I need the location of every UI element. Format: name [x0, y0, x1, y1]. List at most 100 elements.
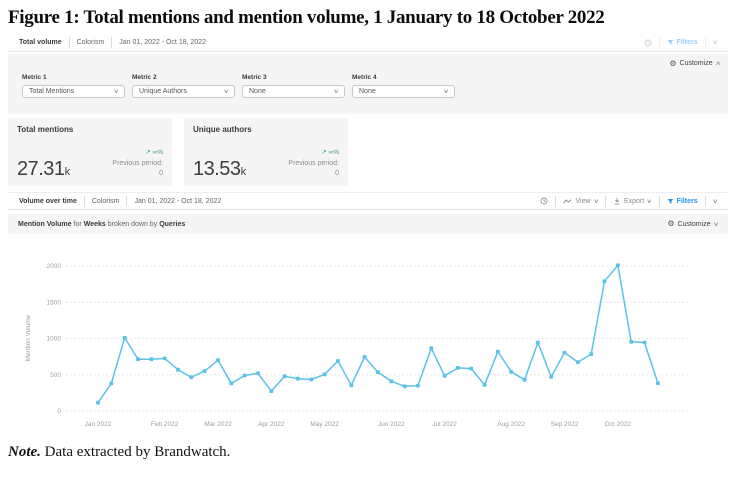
data-point-marker[interactable]: [442, 373, 447, 378]
widget1-filters-label: Filters: [676, 39, 698, 46]
chevron-down-icon: ∨: [442, 89, 449, 95]
data-point-marker[interactable]: [136, 357, 140, 362]
gear-icon: ⚙: [667, 219, 675, 228]
divider: [126, 195, 128, 207]
data-point-marker[interactable]: [562, 350, 567, 355]
history-clock-icon[interactable]: [533, 197, 555, 205]
metric-cards-row: Total mentions 27.31k ↗ ∞% Previous peri…: [8, 118, 728, 186]
data-point-marker[interactable]: [336, 359, 340, 363]
data-point-marker[interactable]: [656, 381, 660, 385]
widget1-filters-button[interactable]: Filters: [660, 39, 705, 46]
data-point-marker[interactable]: [296, 376, 300, 381]
divider: [604, 195, 606, 207]
widget2-query-tab[interactable]: Colorism: [91, 197, 120, 205]
widget1-chevron-down-icon[interactable]: ∨: [711, 40, 718, 46]
chart-subtitle: Mention Volume for Weeks broken down by …: [18, 220, 186, 228]
data-point-marker[interactable]: [189, 375, 194, 380]
metric-1-select[interactable]: Total Mentions ∨: [22, 85, 125, 98]
x-tick-label: Aug 2022: [497, 421, 525, 428]
widget2-filters-button[interactable]: Filters: [660, 198, 705, 205]
metric-2-group: Metric 2 Unique Authors ∨: [132, 72, 235, 98]
chevron-up-icon: ∧: [714, 61, 721, 67]
data-point-marker[interactable]: [536, 340, 540, 345]
widget1-query-tab[interactable]: Colorism: [76, 39, 105, 46]
line-chart-icon: [563, 198, 573, 205]
metric-3-select[interactable]: None ∨: [242, 85, 345, 98]
x-tick-label: Mar 2022: [204, 421, 232, 428]
data-point-marker[interactable]: [202, 369, 207, 373]
unique-authors-value: 13.53k: [193, 158, 246, 180]
metric-1-group: Metric 1 Total Mentions ∨: [22, 72, 125, 98]
data-point-marker[interactable]: [429, 346, 434, 351]
metric-3-label: Metric 3: [242, 74, 267, 81]
card-title: Unique authors: [193, 125, 252, 134]
data-point-marker[interactable]: [322, 372, 327, 377]
data-point-marker[interactable]: [176, 367, 180, 372]
data-point-marker[interactable]: [282, 374, 287, 379]
data-point-marker[interactable]: [576, 360, 580, 364]
data-point-marker[interactable]: [482, 383, 487, 387]
data-point-marker[interactable]: [416, 383, 420, 388]
customize-toggle[interactable]: ⚙ Customize ∧: [669, 59, 721, 68]
filter-funnel-icon: [667, 198, 674, 205]
chevron-down-icon: ∨: [332, 89, 339, 95]
export-button[interactable]: Export ∨: [606, 197, 659, 205]
divider: [83, 195, 85, 207]
data-point-marker[interactable]: [96, 400, 100, 405]
x-tick-label: Jun 2022: [378, 421, 405, 428]
unique-authors-card: Unique authors 13.53k ↗ ∞% Previous peri…: [184, 118, 348, 186]
metric-4-label: Metric 4: [352, 74, 377, 81]
divider: [68, 37, 70, 48]
data-point-marker[interactable]: [216, 358, 220, 363]
widget2-date-range[interactable]: Jan 01, 2022 - Oct 18, 2022: [134, 197, 222, 205]
chevron-down-icon: ∨: [592, 198, 599, 205]
data-point-marker[interactable]: [456, 366, 460, 370]
metric-2-label: Metric 2: [132, 74, 157, 81]
divider: [658, 195, 660, 207]
chart-customize-toggle[interactable]: ⚙ Customize ∨: [667, 219, 719, 228]
data-point-marker[interactable]: [602, 279, 607, 284]
data-point-marker[interactable]: [309, 377, 314, 382]
data-point-marker[interactable]: [496, 349, 500, 354]
data-point-marker[interactable]: [362, 355, 367, 359]
widget2-filters-label: Filters: [676, 197, 698, 205]
metric-2-select[interactable]: Unique Authors ∨: [132, 85, 235, 98]
data-point-marker[interactable]: [522, 377, 527, 382]
total-volume-widget-header: Total volume Colorism Jan 01, 2022 - Oct…: [8, 34, 728, 52]
metric-4-select[interactable]: None ∨: [352, 85, 455, 98]
figure-note: Note. Data extracted by Brandwatch.: [8, 444, 728, 461]
previous-period: Previous period: 0: [288, 160, 339, 178]
metric-4-group: Metric 4 None ∨: [352, 72, 455, 98]
data-point-marker[interactable]: [122, 335, 127, 340]
data-point-marker[interactable]: [162, 356, 167, 361]
data-point-marker[interactable]: [402, 384, 407, 389]
data-point-marker[interactable]: [256, 371, 260, 376]
data-point-marker[interactable]: [642, 340, 647, 345]
view-button[interactable]: View ∨: [556, 198, 604, 205]
data-point-marker[interactable]: [109, 381, 114, 386]
data-point-marker[interactable]: [149, 357, 154, 362]
data-point-marker[interactable]: [469, 366, 474, 371]
widget1-date-range[interactable]: Jan 01, 2022 - Oct 18, 2022: [119, 39, 207, 46]
card-title: Total mentions: [17, 125, 74, 134]
widget2-chevron-down-icon[interactable]: ∨: [711, 198, 718, 205]
data-point-marker[interactable]: [629, 339, 634, 344]
data-point-marker[interactable]: [549, 375, 554, 379]
data-point-marker[interactable]: [269, 389, 274, 393]
data-point-marker[interactable]: [349, 383, 354, 388]
x-tick-label: Oct 2022: [605, 421, 632, 428]
data-point-marker[interactable]: [229, 381, 234, 386]
trend-up-indicator: ↗ ∞%: [145, 149, 163, 157]
data-point-marker[interactable]: [589, 352, 594, 356]
data-point-marker[interactable]: [389, 379, 394, 384]
history-clock-icon[interactable]: [637, 39, 659, 47]
data-point-marker[interactable]: [376, 370, 380, 375]
total-mentions-card: Total mentions 27.31k ↗ ∞% Previous peri…: [8, 118, 172, 186]
total-mentions-value: 27.31k: [17, 158, 70, 180]
customize-label: Customize: [677, 220, 711, 228]
metric-1-value: Total Mentions: [29, 88, 75, 95]
data-point-marker[interactable]: [242, 373, 247, 378]
data-point-marker[interactable]: [616, 263, 620, 268]
x-tick-label: Apr 2022: [258, 421, 285, 428]
data-point-marker[interactable]: [509, 369, 514, 374]
